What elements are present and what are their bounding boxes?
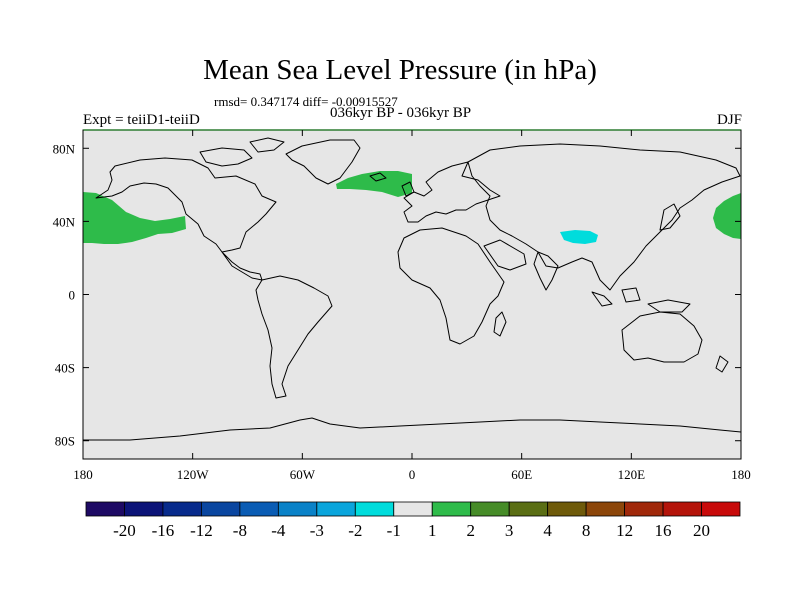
anomaly-north-pacific-west: [713, 193, 741, 239]
colorbar-label: 3: [505, 521, 514, 540]
colorbar-box: [508, 501, 549, 517]
colorbar-label: 4: [543, 521, 552, 540]
colorbar-label: -2: [348, 521, 362, 540]
experiment-label: Expt = teiiD1-teiiD: [83, 112, 200, 128]
anomaly-tibet: [560, 230, 598, 244]
x-tick-label: 60E: [511, 467, 532, 482]
chart-title: Mean Sea Level Pressure (in hPa): [203, 54, 597, 86]
colorbar-label: -8: [233, 521, 247, 540]
y-tick-label: 80N: [53, 141, 76, 156]
x-tick-label: 180: [731, 467, 751, 482]
colorbar-label: -16: [152, 521, 175, 540]
anomaly-north-pacific-east: [83, 192, 186, 244]
colorbar-label: 16: [655, 521, 672, 540]
colorbar-box: [316, 501, 356, 517]
colorbar-box: [624, 501, 664, 517]
colorbar-box: [354, 501, 395, 517]
colorbar-label: -3: [310, 521, 324, 540]
colorbar-label: -12: [190, 521, 213, 540]
colorbar-label: -1: [387, 521, 401, 540]
colorbar-box: [393, 501, 433, 517]
colorbar-box: [585, 501, 625, 517]
colorbar-box: [124, 501, 164, 517]
x-tick-label: 120W: [177, 467, 210, 482]
colorbar-box: [431, 501, 472, 517]
colorbar-box: [470, 501, 510, 517]
y-tick-label: 40N: [53, 214, 76, 229]
colorbar-label: 20: [693, 521, 710, 540]
colorbar-box: [701, 501, 741, 517]
y-tick-label: 80S: [55, 434, 75, 449]
colorbar-box: [239, 501, 279, 517]
colorbar-box: [547, 501, 587, 517]
coastlines: [83, 137, 741, 441]
colorbar-label: 2: [466, 521, 475, 540]
colorbar-label: 12: [616, 521, 633, 540]
colorbar-label: -20: [113, 521, 136, 540]
colorbar-label: 8: [582, 521, 591, 540]
colorbar-box: [201, 501, 241, 517]
y-tick-label: 40S: [55, 361, 75, 376]
season-label: DJF: [716, 112, 742, 128]
colorbar-box: [162, 501, 202, 517]
stats-line: rmsd= 0.347174 diff= -0.00915527: [214, 94, 398, 109]
colorbar-box: [277, 501, 318, 517]
subtitle: 036kyr BP - 036kyr BP: [330, 105, 472, 121]
y-tick-label: 0: [69, 288, 76, 303]
x-tick-label: 60W: [290, 467, 316, 482]
x-tick-label: 0: [409, 467, 416, 482]
x-tick-label: 180: [73, 467, 93, 482]
colorbar-label: 1: [428, 521, 437, 540]
colorbar-box: [85, 501, 125, 517]
anomaly-north-atlantic: [336, 171, 412, 197]
colorbar-label: -4: [271, 521, 286, 540]
colorbar-box: [662, 501, 702, 517]
x-tick-label: 120E: [618, 467, 646, 482]
